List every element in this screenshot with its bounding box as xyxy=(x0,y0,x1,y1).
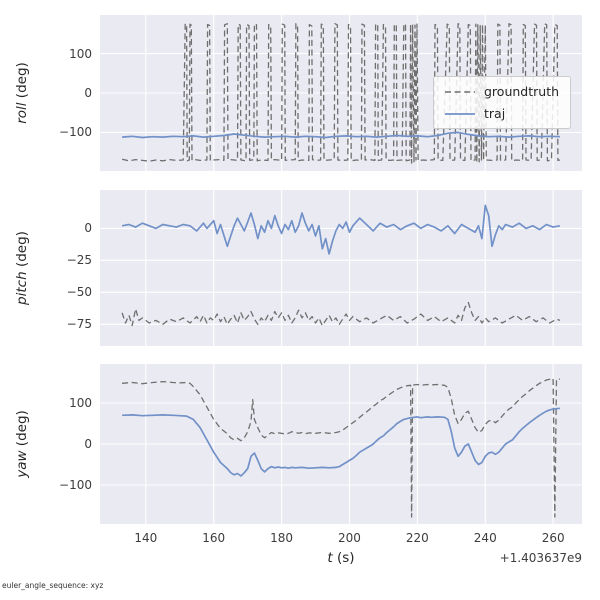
x-axis-label: t (s) xyxy=(327,550,354,566)
legend: groundtruth traj xyxy=(433,76,572,129)
legend-item-groundtruth: groundtruth xyxy=(445,84,559,99)
x-tick-label: 260 xyxy=(541,531,565,545)
y-tick-label: −100 xyxy=(59,478,92,493)
traj-line xyxy=(121,204,561,255)
x-tick-label: 220 xyxy=(405,531,429,545)
x-tick-label: 180 xyxy=(270,531,294,545)
y-tick-label: 100 xyxy=(69,395,92,410)
roll-axis-label: roll (deg) xyxy=(14,62,30,124)
x-tick-label: 240 xyxy=(473,531,497,545)
y-tick-label: 100 xyxy=(69,46,92,61)
yaw-axis-label: yaw (deg) xyxy=(14,410,30,478)
pitch-axis-label-unit: (deg) xyxy=(14,231,30,272)
y-tick-label: −25 xyxy=(66,253,92,268)
yaw-axis-label-unit: (deg) xyxy=(14,410,30,451)
x-axis-offset-text: +1.403637e9 xyxy=(499,551,582,565)
traj-line xyxy=(122,407,560,477)
pitch-plot-canvas xyxy=(100,190,582,346)
pitch-plot xyxy=(100,190,582,346)
yaw-axis-label-var: yaw xyxy=(14,450,30,478)
x-tick-label: 200 xyxy=(338,531,361,545)
euler-angle-sequence-note: euler_angle_sequence: xyz xyxy=(2,581,104,590)
y-tick-label: 0 xyxy=(84,86,92,100)
groundtruth-line xyxy=(121,301,561,327)
y-tick-label: 0 xyxy=(84,221,92,236)
y-tick-label: −50 xyxy=(66,285,92,300)
x-tick-label: 140 xyxy=(134,531,158,545)
roll-axis-label-unit: (deg) xyxy=(14,62,30,103)
groundtruth-line xyxy=(122,377,560,518)
traj-line-sample-icon xyxy=(445,112,475,115)
x-axis-label-var: t xyxy=(327,550,333,566)
roll-axis-label-var: roll xyxy=(14,102,30,124)
yaw-plot-canvas xyxy=(100,364,582,524)
y-tick-label: 0 xyxy=(84,437,92,451)
pitch-axis-label: pitch (deg) xyxy=(14,231,30,305)
traj-line xyxy=(122,131,560,139)
yaw-plot xyxy=(100,364,582,524)
legend-label-groundtruth: groundtruth xyxy=(484,84,560,99)
x-axis-label-unit: (s) xyxy=(332,550,355,566)
x-tick-label: 160 xyxy=(202,531,226,545)
y-tick-label: −100 xyxy=(59,125,92,140)
groundtruth-line-sample-icon xyxy=(445,90,475,93)
pitch-axis-label-var: pitch xyxy=(14,271,30,305)
legend-label-traj: traj xyxy=(484,106,506,121)
legend-item-traj: traj xyxy=(445,106,559,121)
y-tick-label: −75 xyxy=(66,317,92,332)
